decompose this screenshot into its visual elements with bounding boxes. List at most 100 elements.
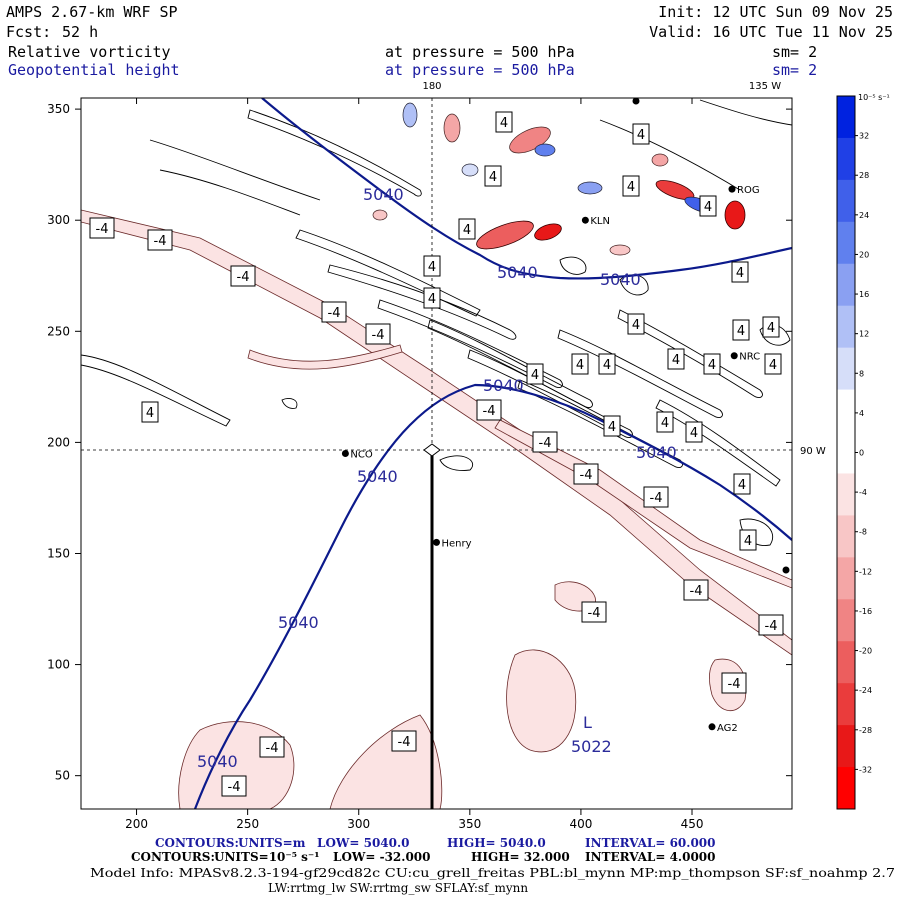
gh-label: 5040: [497, 263, 538, 282]
footer1-low: LOW= 5040.0: [317, 836, 410, 850]
vorticity-label-box: [721, 672, 747, 694]
vorticity-label-box: [667, 348, 685, 370]
geopotential-labels: 5040 5040 5040 5040 5040 5040 5040 5040 …: [197, 185, 677, 771]
vorticity-label: 4: [708, 358, 716, 373]
lon-90-label: 90 W: [800, 446, 826, 457]
low-value: 5022: [571, 737, 612, 756]
footer1-interval: INTERVAL= 60.000: [585, 836, 716, 850]
vorticity-label: 4: [428, 260, 436, 275]
pole-marker: [423, 443, 441, 457]
vorticity-label: 4: [704, 200, 712, 215]
colorbar: 10⁻⁵ s⁻¹ 32 28 24 20 16 12 8 4 0 -4 -8 -12 -16 -20 -24…: [836, 93, 890, 810]
station-dot: [708, 723, 716, 731]
vorticity-label: 4: [661, 416, 669, 431]
vorticity-label: 4: [736, 266, 744, 281]
vorticity-label-box: [731, 261, 749, 283]
vorticity-label: 4: [489, 170, 497, 185]
vorticity-label-box: [733, 473, 751, 495]
colorbar-swatch: [837, 557, 855, 600]
colorbar-tick-label: -4: [859, 488, 867, 497]
gh-label: 5040: [363, 185, 404, 204]
vorticity-label-box: [147, 229, 173, 251]
colorbar-unit: 10⁻⁵ s⁻¹: [858, 93, 890, 102]
colorbar-swatch: [837, 179, 855, 223]
vorticity-label: 4: [627, 180, 635, 195]
x-tick-label: 350: [458, 817, 481, 831]
vorticity-label-box: [703, 353, 721, 375]
field1-pressure: at pressure = 500 hPa: [385, 43, 575, 61]
vorticity-label: 4: [428, 292, 436, 307]
vorticity-label-box: [739, 529, 757, 551]
colorbar-tick-label: -32: [859, 765, 872, 774]
vorticity-label-box: [423, 287, 441, 309]
vorticity-label-box: [458, 218, 476, 240]
colorbar-tick-label: 16: [859, 290, 869, 299]
footer2-high: HIGH= 32.000: [471, 850, 570, 864]
vorticity-label: 4: [767, 321, 775, 336]
colorbar-swatch: [837, 263, 855, 307]
vorticity-label: -4: [650, 491, 663, 506]
station-dot: [581, 216, 589, 224]
vorticity-label-box: [321, 301, 347, 323]
vorticity-label-box: [685, 421, 703, 443]
vorticity-label-box: [495, 111, 513, 133]
field1-name: Relative vorticity: [8, 43, 171, 61]
colorbar-tick-label: -16: [859, 607, 872, 616]
model-info: Model Info: MPASv8.2.3-194-gf29cd82c CU:…: [90, 866, 895, 880]
vorticity-label: 4: [576, 358, 584, 373]
vorticity-label: -4: [96, 222, 109, 237]
vorticity-label-box: [141, 401, 159, 423]
vorticity-label: -4: [765, 619, 778, 634]
vorticity-label: 4: [637, 128, 645, 143]
colorbar-swatch: [837, 515, 855, 558]
vorticity-label-box: [259, 736, 285, 758]
x-tick-label: 200: [125, 817, 148, 831]
map-plot-area: NCO Henry KLN ROG NRC AG2 5040 5040 5040 5040…: [80, 97, 826, 810]
vorticity-label-box: [598, 353, 616, 375]
vorticity-label-box: [632, 123, 650, 145]
vorticity-label-box: [622, 175, 640, 197]
geopotential-contours: [193, 98, 792, 809]
colorbar-tick-label: 4: [859, 409, 864, 418]
colorbar-tick-label: -28: [859, 726, 872, 735]
colorbar-tick-label: 24: [859, 211, 869, 220]
vorticity-label-box: [484, 165, 502, 187]
gh-label: 5040: [600, 270, 641, 289]
vorticity-contour-labels: 4 4 4 4 4 4 4 4 4 4 4 4 4 4 4 4 4 4 4 4 4 4 4 4 -4 -4 -4 -4 -4 -4 -4 -4…: [89, 111, 784, 797]
init-time: Init: 12 UTC Sun 09 Nov 25: [658, 3, 893, 21]
vorticity-label: -4: [539, 436, 552, 451]
station-markers: NCO Henry KLN ROG NRC AG2: [341, 97, 790, 734]
footer1-high: HIGH= 5040.0: [447, 836, 546, 850]
colorbar-swatch: [837, 683, 855, 726]
footer2-units: UNITS=10⁻⁵ s⁻¹: [214, 850, 320, 864]
field1-smoothing: sm= 2: [772, 43, 817, 61]
footer1-units: UNITS=m: [238, 836, 306, 850]
vorticity-label: 4: [690, 426, 698, 441]
vorticity-label: 4: [146, 406, 154, 421]
footer1-contours: CONTOURS:: [155, 836, 239, 850]
vorticity-label: -4: [266, 741, 279, 756]
colorbar-swatch: [837, 137, 855, 181]
station-dot: [341, 450, 349, 457]
vorticity-label: 4: [500, 116, 508, 131]
gh-label: 5040: [636, 443, 677, 462]
low-marker: L: [583, 713, 592, 732]
colorbar-tick-label: -8: [859, 528, 867, 537]
vorticity-label: -4: [237, 270, 250, 285]
colorbar-swatch: [837, 221, 855, 265]
y-tick-label: 350: [47, 102, 70, 116]
vorticity-label-box: [476, 399, 502, 421]
vorticity-label: 4: [769, 358, 777, 373]
vorticity-label-box: [532, 431, 558, 453]
vorticity-label-box: [683, 579, 709, 601]
station-dot: [730, 352, 738, 360]
vorticity-label: 4: [463, 223, 471, 238]
field2-smoothing: sm= 2: [772, 61, 817, 79]
vorticity-label: 4: [603, 358, 611, 373]
fcst-label: Fcst:: [6, 23, 51, 41]
footer: CONTOURS: UNITS=m LOW= 5040.0 HIGH= 5040…: [90, 836, 895, 895]
vorticity-label: -4: [154, 234, 167, 249]
field2-name: Geopotential height: [8, 61, 180, 79]
y-tick-label: 50: [55, 769, 70, 783]
lon-180-label: 180: [422, 81, 441, 92]
